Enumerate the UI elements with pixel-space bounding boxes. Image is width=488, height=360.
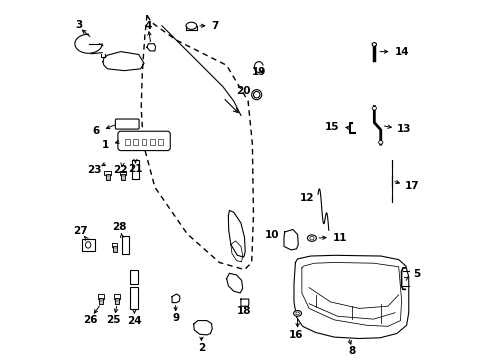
- Text: 18: 18: [237, 306, 251, 316]
- Bar: [98, 294, 104, 298]
- Bar: [130, 270, 138, 284]
- Text: 20: 20: [236, 86, 250, 96]
- Polygon shape: [241, 299, 248, 306]
- FancyBboxPatch shape: [81, 239, 94, 251]
- Text: 13: 13: [396, 124, 411, 134]
- Text: 25: 25: [106, 315, 121, 325]
- Text: 27: 27: [73, 226, 88, 236]
- Bar: [115, 298, 119, 304]
- Bar: [125, 139, 129, 145]
- Bar: [114, 294, 120, 298]
- Text: 22: 22: [113, 165, 127, 175]
- Polygon shape: [226, 273, 242, 293]
- Text: 9: 9: [172, 313, 179, 323]
- FancyBboxPatch shape: [115, 119, 139, 129]
- Polygon shape: [172, 294, 180, 303]
- Bar: [142, 139, 146, 145]
- FancyBboxPatch shape: [118, 131, 170, 150]
- Bar: [130, 287, 138, 309]
- Bar: [121, 174, 124, 180]
- Bar: [150, 139, 154, 145]
- Bar: [158, 139, 163, 145]
- Text: 8: 8: [348, 346, 355, 356]
- Ellipse shape: [309, 236, 313, 240]
- Text: 1: 1: [102, 140, 109, 150]
- Text: 4: 4: [144, 21, 152, 31]
- Ellipse shape: [253, 91, 260, 98]
- Bar: [133, 139, 138, 145]
- Bar: [104, 171, 110, 175]
- Bar: [105, 174, 109, 180]
- Text: 19: 19: [251, 67, 265, 77]
- Bar: [99, 298, 103, 304]
- Bar: [122, 236, 129, 253]
- Polygon shape: [228, 211, 244, 257]
- Text: 15: 15: [325, 122, 339, 132]
- Polygon shape: [293, 255, 408, 338]
- Text: 12: 12: [299, 193, 314, 203]
- Ellipse shape: [185, 22, 196, 30]
- Ellipse shape: [85, 242, 91, 248]
- Ellipse shape: [371, 42, 376, 46]
- Text: 26: 26: [83, 315, 97, 325]
- Ellipse shape: [378, 140, 382, 144]
- Text: 6: 6: [93, 126, 100, 136]
- Text: 28: 28: [111, 222, 126, 232]
- Ellipse shape: [295, 312, 299, 315]
- Text: 11: 11: [332, 233, 346, 243]
- Text: 7: 7: [211, 21, 219, 31]
- Polygon shape: [147, 44, 155, 51]
- Ellipse shape: [293, 311, 301, 316]
- Text: 16: 16: [289, 330, 303, 340]
- Text: 17: 17: [405, 181, 419, 192]
- Polygon shape: [284, 229, 298, 250]
- Ellipse shape: [307, 235, 316, 241]
- Text: 21: 21: [128, 164, 142, 174]
- Ellipse shape: [251, 90, 261, 100]
- Text: 10: 10: [264, 230, 279, 239]
- Polygon shape: [193, 320, 212, 335]
- Bar: [119, 171, 125, 175]
- Text: 23: 23: [86, 165, 101, 175]
- Text: 2: 2: [198, 343, 204, 353]
- Polygon shape: [102, 51, 144, 71]
- Text: 14: 14: [394, 46, 408, 57]
- Bar: [131, 159, 139, 179]
- Text: 24: 24: [127, 316, 142, 325]
- Text: 3: 3: [75, 20, 82, 30]
- Ellipse shape: [371, 107, 376, 110]
- Text: 5: 5: [412, 269, 420, 279]
- Bar: [113, 247, 116, 252]
- Bar: [112, 243, 117, 247]
